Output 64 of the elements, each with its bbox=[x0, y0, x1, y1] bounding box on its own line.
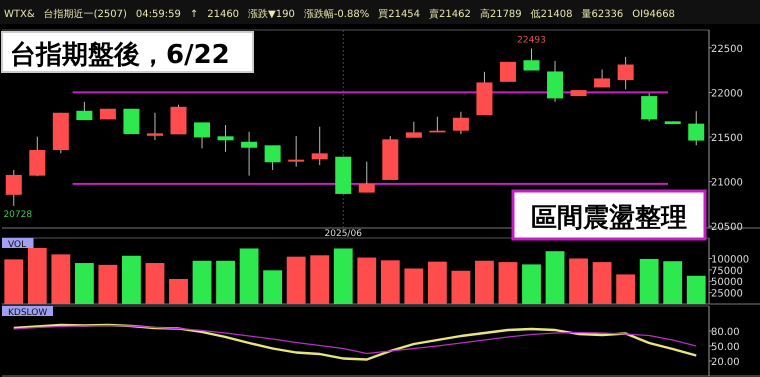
bar bbox=[334, 248, 353, 304]
y-tick-label: 50.00 bbox=[711, 342, 740, 353]
text: 21460 bbox=[207, 9, 240, 20]
y-tick-label: 20500 bbox=[711, 222, 743, 234]
bar bbox=[310, 255, 330, 304]
y-tick-label: 22000 bbox=[711, 88, 743, 100]
bar bbox=[122, 256, 141, 304]
bar bbox=[686, 276, 706, 304]
bar bbox=[192, 260, 212, 304]
bar bbox=[475, 260, 494, 304]
x-tick-label: 2025/06 bbox=[324, 229, 362, 239]
bar bbox=[51, 254, 70, 304]
text: 量62336 bbox=[581, 9, 624, 20]
annotation: 22493 bbox=[517, 35, 546, 46]
bar bbox=[28, 248, 47, 304]
bar bbox=[380, 260, 400, 304]
text: 漲跌▼190 bbox=[248, 8, 295, 20]
annotation: 區間震盪整理 bbox=[531, 203, 687, 233]
y-tick-label: 80.00 bbox=[711, 327, 740, 338]
bar bbox=[616, 274, 636, 304]
y-tick-label: 22500 bbox=[711, 44, 743, 55]
bar bbox=[640, 258, 659, 304]
bar bbox=[286, 256, 306, 304]
bar bbox=[74, 263, 94, 304]
y-tick-label: 75000 bbox=[711, 266, 743, 277]
bar bbox=[263, 270, 282, 304]
line-series bbox=[12, 324, 698, 361]
text: 台指期近一(2507) bbox=[44, 8, 128, 20]
bar bbox=[240, 248, 259, 304]
bar bbox=[169, 278, 188, 304]
bar bbox=[546, 251, 564, 304]
chart-title: VOL bbox=[8, 240, 26, 250]
bar bbox=[592, 262, 612, 304]
text: OI94668 bbox=[632, 9, 675, 20]
bar bbox=[569, 258, 588, 304]
bar bbox=[663, 261, 682, 304]
chart-title: KDSLOW bbox=[8, 308, 48, 318]
text: 買21454 bbox=[378, 9, 420, 20]
line-series bbox=[13, 324, 697, 354]
text: 高21789 bbox=[480, 8, 522, 20]
y-tick-label: 21000 bbox=[711, 178, 743, 189]
bar bbox=[428, 262, 447, 304]
text: ↑ bbox=[190, 9, 198, 20]
bar bbox=[146, 263, 164, 304]
bar bbox=[98, 264, 118, 304]
y-tick-label: 25000 bbox=[711, 288, 743, 300]
text: 漲跌幅-0.88% bbox=[304, 8, 370, 20]
text: 低21408 bbox=[530, 9, 572, 20]
bar bbox=[216, 260, 235, 304]
bar bbox=[4, 259, 24, 304]
y-tick-label: 100000 bbox=[711, 254, 750, 266]
y-tick-label: 21500 bbox=[711, 133, 743, 144]
text: WTX& bbox=[4, 9, 35, 20]
bar bbox=[451, 270, 470, 304]
bar bbox=[404, 268, 424, 304]
y-tick-label: 20.00 bbox=[711, 357, 740, 368]
text: 04:59:59 bbox=[136, 9, 181, 20]
y-tick-label: 50000 bbox=[711, 277, 743, 288]
chart-title: 台指期盤後，6/22 bbox=[10, 40, 230, 70]
bar bbox=[357, 258, 376, 304]
bar bbox=[522, 264, 541, 304]
text: 賣21462 bbox=[429, 8, 471, 20]
annotation: 20728 bbox=[3, 210, 32, 220]
bar bbox=[498, 262, 518, 304]
